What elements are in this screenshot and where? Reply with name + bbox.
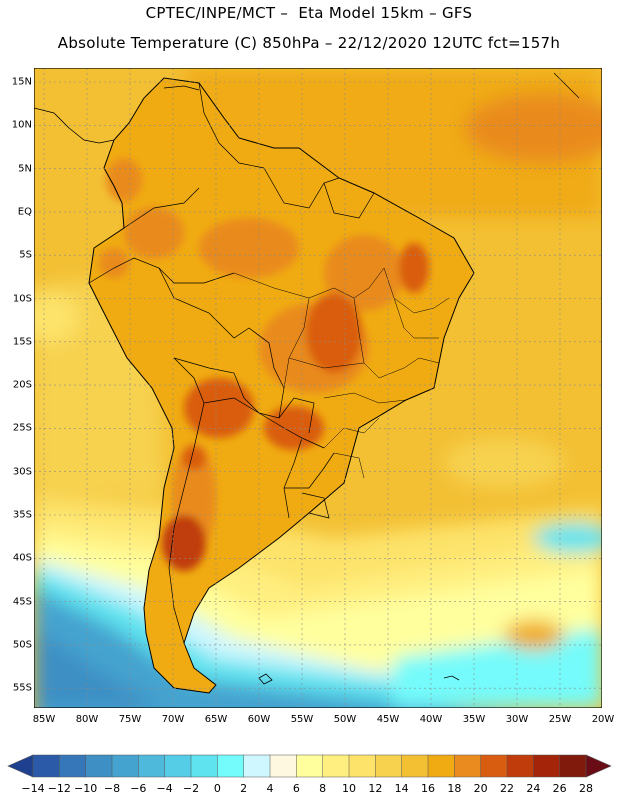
lat-lon-gridlines [34,68,602,708]
colorbar-segment [427,754,455,778]
colorbar-label: 2 [240,782,248,795]
latitude-label: 5S [19,249,32,261]
latitude-label: 15S [12,336,32,348]
temperature-map [33,67,603,709]
latitude-label: EQ [17,206,32,218]
latitude-label: 55S [12,682,32,694]
country-borders [88,82,375,644]
longitude-label: 80W [75,714,99,725]
latitude-label: 40S [12,552,32,564]
longitude-label: 70W [161,714,185,725]
latitude-label: 20S [12,379,32,391]
colorbar-segment [296,754,324,778]
colorbar-segment [348,754,376,778]
colorbar-label: 18 [447,782,462,795]
land-temperature-shading [99,158,429,571]
colorbar-segment [322,754,350,778]
colorbar-segment [506,754,534,778]
chart-title-line-2: Absolute Temperature (C) 850hPa – 22/12/… [57,34,561,52]
colorbar-label: −2 [182,782,200,795]
map-panel [33,67,603,709]
latitude-label: 45S [12,596,32,608]
colorbar-segment [32,754,60,778]
colorbar-label: −12 [47,782,71,795]
longitude-label: 40W [419,714,443,725]
colorbar-label: 28 [579,782,593,795]
longitude-label: 45W [376,714,400,725]
colorbar-label: −10 [74,782,98,795]
colorbar-segment [85,754,113,778]
colorbar-segment [190,754,218,778]
latitude-label: 50S [12,639,32,651]
colorbar-segment [59,754,87,778]
latitude-label: 30S [12,466,32,478]
chart-title-line-1: CPTEC/INPE/MCT – Eta Model 15km – GFS [145,4,473,22]
latitude-label: 35S [12,509,32,521]
colorbar-segment [375,754,403,778]
colorbar-label: 16 [421,782,435,795]
latitude-label: 15N [11,76,32,88]
latitude-label: 10S [12,293,32,304]
caribbean-islands [163,85,200,91]
longitude-label: 50W [333,714,357,725]
colorbar-label: −8 [103,782,121,795]
colorbar-label: 24 [526,782,541,795]
latitude-label: 25S [12,422,32,434]
colorbar-label: 6 [292,782,300,795]
colorbar-label: 12 [368,782,383,795]
colorbar-segment [164,754,192,778]
colorbar-segment [454,754,482,778]
longitude-label: 20W [591,714,615,725]
colorbar-segment [243,754,271,778]
longitude-label: 85W [32,714,56,725]
colorbar-label: 20 [473,782,488,795]
colorbar-segment [480,754,508,778]
colorbar-label: −14 [21,782,45,795]
colorbar-segment [269,754,297,778]
colorbar-high-arrow [585,754,612,778]
falkland-islands [258,673,273,685]
colorbar-label: 26 [552,782,567,795]
longitude-label: 35W [462,714,486,725]
colorbar-label: 22 [500,782,514,795]
colorbar-label: −6 [130,782,147,795]
colorbar-low-arrow [7,754,34,778]
colorbar-label: 10 [342,782,356,795]
longitude-label: 75W [118,714,142,725]
longitude-label: 65W [204,714,228,725]
longitude-label: 25W [548,714,572,725]
longitude-label: 55W [290,714,314,725]
colorbar-segment [401,754,429,778]
colorbar-label: −4 [156,782,173,795]
latitude-label: 5N [18,163,32,175]
colorbar-segment [138,754,166,778]
colorbar-label: 0 [213,782,221,795]
latitude-label: 10N [11,119,32,131]
colorbar [7,754,612,778]
colorbar-segment [111,754,139,778]
colorbar-label: 4 [266,782,274,795]
longitude-label: 30W [505,714,529,725]
colorbar-segment [533,754,561,778]
colorbar-label: 14 [394,782,409,795]
colorbar-segment [217,754,245,778]
lesser-antilles [553,72,580,99]
state-borders [233,267,450,479]
longitude-label: 60W [247,714,271,725]
central-america-coast [34,107,115,144]
colorbar-label: 8 [319,782,327,795]
south-georgia-island [443,675,460,681]
colorbar-segment [559,754,587,778]
